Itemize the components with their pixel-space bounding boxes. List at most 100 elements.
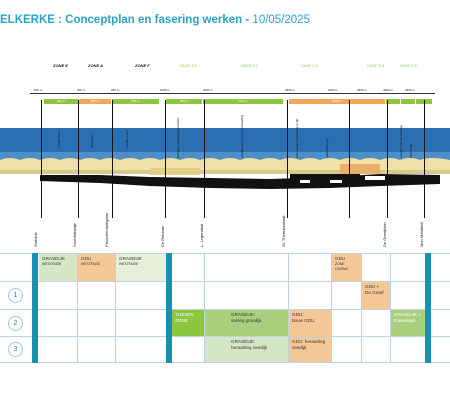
km-mark: 1000 m [160, 88, 171, 92]
grid-vline [331, 253, 332, 363]
cell-sub: WESTENDE [119, 261, 139, 266]
zone-divider [32, 253, 38, 363]
guide-line [112, 100, 113, 218]
grid-cell: GDU: bouw GDU [289, 310, 331, 336]
cell-title: GRASDIJK [42, 256, 65, 261]
segment-bar: 1600 m [289, 99, 385, 104]
title-date: 10/05/2025 [252, 14, 310, 26]
segment-bar: 400 m [44, 99, 78, 104]
annotation: GDU en dijk [410, 144, 413, 158]
grid-cell: GDU: heraanleg zeedijk [289, 337, 331, 362]
street-label: Mon Mobiliteit [419, 222, 424, 247]
grid-cell: TUSSEN ZONE [172, 310, 204, 336]
street-label: De Rotonde [160, 225, 165, 247]
dune-patch [340, 164, 380, 174]
km-mark: -200 m [33, 88, 43, 92]
zone-divider [166, 253, 172, 363]
km-mark: 650 m [111, 88, 120, 92]
segment-bar: 800 m [112, 99, 159, 104]
fase-label: FASE 3.2 [180, 63, 197, 68]
grid-cell: GDU ZONE CASINO [332, 254, 361, 281]
street-gap [330, 180, 342, 183]
cell-sub: ZONE CASINO [335, 261, 348, 272]
grid-line [0, 253, 450, 254]
title-main: ELKERKE : Conceptplan en fasering werken [0, 14, 243, 26]
guide-line [78, 100, 79, 218]
zone-label: ZONE A [88, 63, 103, 68]
grid-vline [77, 253, 78, 363]
grid-cell: GRASDIJK WESTENDE [39, 254, 77, 281]
cell-title: GDU [81, 256, 92, 261]
segment-bar [386, 99, 400, 104]
annotation: Grasdijk Zone en fase 2.2 herwerking [241, 114, 244, 158]
km-mark: 3400 m [357, 88, 368, 92]
guide-line [204, 100, 205, 218]
grid-vline [390, 253, 391, 363]
segment-bar: 380 m [79, 99, 111, 104]
annotation: Grasdijk zone F [126, 129, 129, 148]
dune-patch [150, 168, 200, 175]
grid-line [0, 336, 450, 337]
sea-shallow [0, 152, 450, 160]
segment-bar: 1100 m [203, 99, 283, 104]
cell-title: GRASDIJK [119, 256, 142, 261]
km-mark: 2000 m [203, 88, 214, 92]
cell-sub: WESTENDE [81, 261, 101, 266]
street-label: L. Logendaal [199, 223, 204, 247]
street-label: Noordstraatje [72, 222, 77, 247]
street-gap [365, 176, 385, 180]
segment-bar [401, 99, 415, 104]
grid-line [0, 309, 450, 310]
km-mark: 200 m [77, 88, 86, 92]
grid-cell: GRASDIJK: heraanleg zeedijk [205, 337, 288, 362]
grid-cell: GRASDIJK + Casselaan [391, 310, 425, 336]
street-label: Passchendalegaan [104, 212, 109, 247]
grid-cell: GDU WESTENDE [78, 254, 115, 281]
km-mark: 4400 m [405, 88, 416, 92]
street-label: St. Theresiastraat [281, 215, 286, 248]
row-number: 3 [8, 342, 23, 357]
fase-label: FASE 1.8 [400, 63, 417, 68]
street-label: De Greefplein [382, 222, 387, 247]
grid-line [0, 362, 450, 363]
grid-vline [288, 253, 289, 363]
dune-edge [0, 170, 450, 174]
annotation: GDU zone A [91, 133, 94, 148]
grid-cell: GDU + De Greef [362, 282, 390, 309]
zone-label: ZONE F [135, 63, 150, 68]
row-number: 2 [8, 316, 23, 331]
annotation: Grasdijk zone met afwerking [400, 125, 403, 158]
guide-line [424, 100, 425, 218]
title-sep: - [242, 14, 253, 26]
km-mark: 4000 m [383, 88, 394, 92]
cell-title: GDU [335, 256, 346, 261]
zone-divider [425, 253, 431, 363]
grid-cell: GRASDIJK: sanleg grasdijk [205, 310, 288, 336]
page-title: ELKERKE : Conceptplan en fasering werken… [0, 14, 310, 26]
guide-line [387, 100, 388, 218]
km-mark: 2400 m [285, 88, 296, 92]
phasing-grid: GRASDIJK WESTENDE GDU WESTENDE GRASDIJK WES… [0, 253, 450, 363]
grid-vline [115, 253, 116, 363]
guide-line [165, 100, 166, 218]
km-axis [30, 93, 435, 94]
sea-band [0, 128, 450, 152]
km-mark: 3000 m [328, 88, 339, 92]
guide-line [287, 100, 288, 218]
guide-line [41, 100, 42, 218]
buildings-block [290, 174, 360, 184]
grid-vline [204, 253, 205, 363]
segment-bar: 400 m [166, 99, 202, 104]
street-label: Surfclub [33, 232, 38, 247]
cell-sub: WESTENDE [42, 261, 62, 266]
street-gap [300, 180, 310, 183]
fase-label: FASE 2.4 [301, 63, 318, 68]
fase-label: FASE 1.4 [367, 63, 384, 68]
zone-label: ZONE E [53, 63, 68, 68]
annotation: Weergave toelevering kunstwerken [177, 117, 180, 158]
annotation: Grasdijk Zone E [58, 129, 61, 148]
grid-line [0, 281, 450, 282]
fase-label: FASE 2.2 [241, 63, 258, 68]
annotation: Herinrichting dijk [326, 138, 329, 158]
guide-line [349, 100, 350, 218]
